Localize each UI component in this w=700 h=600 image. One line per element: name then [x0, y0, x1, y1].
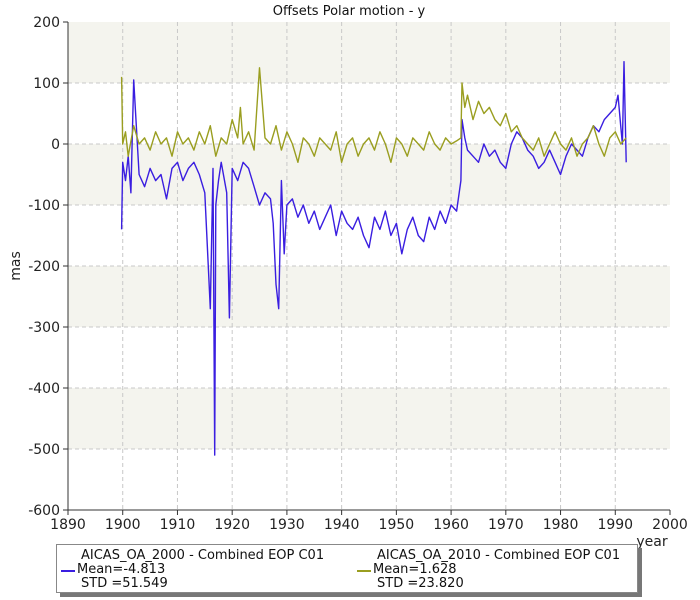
x-tick-label: 1920 — [214, 517, 250, 533]
x-tick-label: 1940 — [324, 517, 360, 533]
x-tick-label: 2000 — [652, 517, 688, 533]
legend-series-1-std: STD =51.549 — [81, 576, 168, 591]
y-axis-label: mas — [8, 251, 24, 281]
x-tick-label: 1950 — [379, 517, 415, 533]
x-tick-label: 1890 — [50, 517, 86, 533]
x-tick-label: 1970 — [488, 517, 524, 533]
series-layer — [120, 61, 627, 456]
y-tick-label: -300 — [28, 320, 60, 336]
legend-series-1-swatch — [61, 570, 75, 572]
y-tick-label: 100 — [33, 76, 60, 92]
legend-series-1-mean: Mean=-4.813 — [77, 562, 166, 577]
x-axis-label: year — [636, 534, 667, 550]
y-tick-label: -600 — [28, 503, 60, 519]
x-tick-label: 1910 — [160, 517, 196, 533]
x-tick-label: 1960 — [433, 517, 469, 533]
plot-band — [68, 144, 670, 205]
plot-band — [68, 388, 670, 449]
x-tick-label: 1990 — [597, 517, 633, 533]
legend-series-2-std: STD =23.820 — [377, 576, 464, 591]
grid — [68, 22, 670, 510]
legend-series-2-swatch — [357, 570, 371, 572]
series-line-1 — [120, 61, 627, 456]
x-tick-label: 1980 — [543, 517, 579, 533]
y-tick-label: -200 — [28, 259, 60, 275]
legend: AICAS_OA_2000 - Combined EOP C01 Mean=-4… — [56, 544, 638, 593]
legend-series-2-mean: Mean=1.628 — [373, 562, 457, 577]
legend-series-1-name: AICAS_OA_2000 - Combined EOP C01 — [81, 548, 325, 563]
plot-band — [68, 22, 670, 83]
plot-band — [68, 266, 670, 327]
y-tick-label: -100 — [28, 198, 60, 214]
y-tick-label: 0 — [51, 137, 60, 153]
plot-bands — [68, 22, 670, 449]
x-tick-label: 1900 — [105, 517, 141, 533]
y-tick-label: -400 — [28, 381, 60, 397]
y-tick-label: -500 — [28, 442, 60, 458]
x-tick-label: 1930 — [269, 517, 305, 533]
series-line-2 — [120, 67, 627, 164]
y-tick-label: 200 — [33, 15, 60, 31]
chart-title: Offsets Polar motion - y — [273, 4, 426, 19]
legend-series-2-name: AICAS_OA_2010 - Combined EOP C01 — [377, 548, 621, 563]
